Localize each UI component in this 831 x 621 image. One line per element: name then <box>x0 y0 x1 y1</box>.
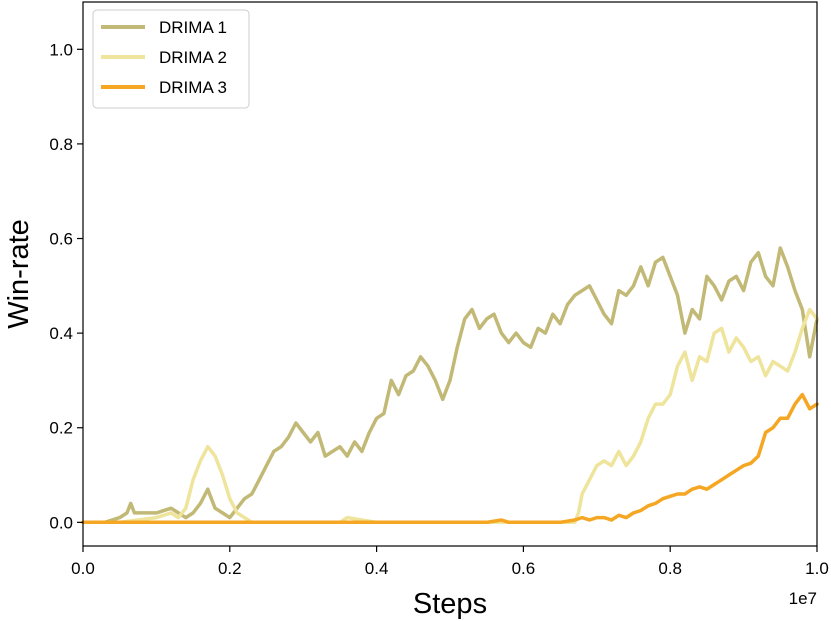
y-tick-label: 1.0 <box>49 40 73 59</box>
x-tick-label: 1.0 <box>805 559 829 578</box>
y-axis-title: Win-rate <box>3 219 35 329</box>
y-tick-label: 0.0 <box>49 513 73 532</box>
legend-label-1: DRIMA 1 <box>159 18 227 37</box>
legend-label-2: DRIMA 2 <box>159 48 227 67</box>
legend-label-3: DRIMA 3 <box>159 78 227 97</box>
series-line-1 <box>81 246 819 525</box>
y-axis: 0.0 0.2 0.4 0.6 0.8 1.0 <box>49 40 83 532</box>
x-tick-label: 0.8 <box>658 559 682 578</box>
x-tick-label: 0.0 <box>71 559 95 578</box>
plot-frame <box>82 1 818 547</box>
y-tick-label: 0.4 <box>49 324 73 343</box>
x-axis: 0.0 0.2 0.4 0.6 0.8 1.0 <box>71 546 829 578</box>
series-line-2 <box>81 307 819 525</box>
y-tick-label: 0.6 <box>49 230 73 249</box>
x-axis-title: Steps <box>413 588 487 620</box>
legend: DRIMA 1 DRIMA 2 DRIMA 3 <box>92 9 250 109</box>
x-tick-label: 0.4 <box>365 559 389 578</box>
x-offset-label: 1e7 <box>789 589 817 608</box>
y-tick-label: 0.2 <box>49 419 73 438</box>
x-tick-label: 0.2 <box>218 559 242 578</box>
y-tick-label: 0.8 <box>49 135 73 154</box>
series-line-3 <box>81 392 819 525</box>
series-layer <box>81 246 819 525</box>
legend-box <box>92 9 250 109</box>
x-tick-label: 0.6 <box>512 559 536 578</box>
